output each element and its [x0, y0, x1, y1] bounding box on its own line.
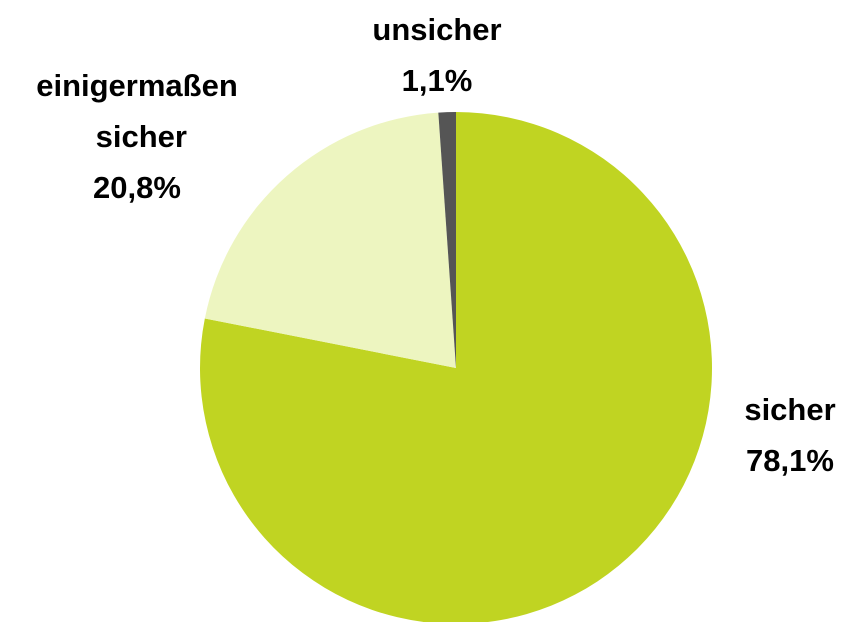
value-label: 20,8%: [93, 170, 181, 205]
category-label: unsicher: [372, 12, 501, 47]
slice-label: unsicher 1,1%: [372, 12, 501, 98]
pie-slice: [204, 112, 456, 368]
pie-slice: [200, 112, 712, 622]
slice-label: einigermaßen sicher 20,8%: [36, 68, 238, 205]
category-label: einigermaßen sicher: [36, 68, 238, 154]
value-label: 78,1%: [746, 443, 834, 478]
value-label: 1,1%: [402, 63, 473, 98]
category-label: sicher: [744, 392, 835, 427]
pie-slice: [438, 112, 456, 368]
slice-label: sicher 78,1%: [744, 392, 835, 478]
